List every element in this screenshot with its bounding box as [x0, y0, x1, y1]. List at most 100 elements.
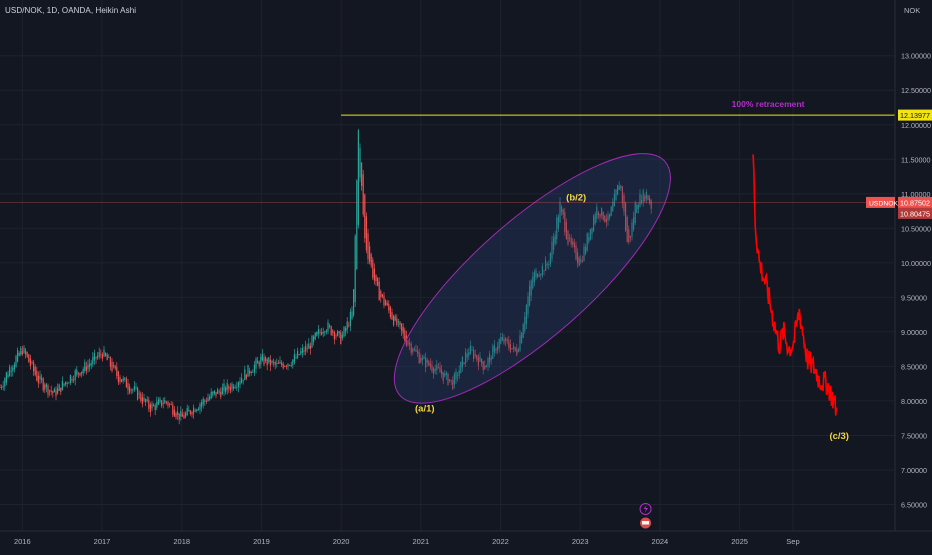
- candle-body: [511, 347, 513, 349]
- candle-body: [476, 355, 478, 360]
- candle-body: [220, 391, 222, 397]
- candle-body: [186, 407, 188, 416]
- candle-body: [532, 276, 534, 288]
- candle-body: [317, 329, 319, 335]
- candle-body: [253, 364, 255, 373]
- candle-body: [597, 212, 599, 216]
- candle-body: [425, 357, 427, 368]
- candle-body: [581, 260, 583, 262]
- candle-body: [412, 348, 414, 353]
- candle-body: [618, 186, 620, 190]
- candle-body: [594, 213, 596, 224]
- candle-body: [373, 268, 375, 281]
- candle-body: [247, 364, 249, 377]
- time-tick-label: 2023: [572, 537, 589, 546]
- candle-body: [21, 351, 23, 355]
- candle-body: [53, 388, 55, 393]
- candle-body: [567, 230, 569, 245]
- candle-body: [556, 217, 558, 240]
- time-axis[interactable]: 2016 2017 2018 2019 2020 2021 2022 2023 2024 2025…: [0, 530, 932, 550]
- candle-body: [500, 337, 502, 344]
- candle-body: [589, 228, 591, 240]
- candle-body: [538, 275, 540, 277]
- candle-body: [269, 359, 271, 366]
- candle-body: [149, 404, 151, 413]
- candle-body: [609, 213, 611, 218]
- candle-body: [621, 186, 623, 204]
- candle-body: [132, 389, 134, 391]
- candle-body: [562, 209, 564, 216]
- price-axis[interactable]: NOK 13.00000 12.50000 12.00000 11.50000 11.00…: [866, 0, 932, 550]
- candle-body: [68, 382, 70, 384]
- candle-body: [293, 354, 295, 363]
- candle-body: [74, 370, 76, 381]
- candle-body: [349, 311, 351, 326]
- candle-body: [457, 375, 459, 377]
- candle-body: [569, 237, 571, 239]
- candle-body: [553, 237, 555, 250]
- candle-body: [29, 358, 31, 366]
- candle-body: [45, 384, 47, 388]
- candle-body: [295, 357, 297, 359]
- candle-body: [292, 359, 294, 366]
- candle-body: [202, 398, 204, 405]
- candle-body: [17, 349, 19, 362]
- candle-body: [381, 294, 383, 297]
- candle-body: [631, 222, 633, 237]
- candle-body: [34, 366, 36, 375]
- candle-body: [572, 241, 574, 245]
- candle-body: [81, 371, 83, 375]
- candle-body: [596, 206, 598, 219]
- candle-body: [549, 252, 551, 265]
- candle-body: [28, 354, 30, 363]
- candle-body: [551, 241, 553, 259]
- candle-body: [645, 191, 647, 199]
- candle-body: [601, 208, 603, 216]
- candle-body: [481, 358, 483, 364]
- candle-body: [423, 356, 425, 359]
- candle-body: [335, 335, 337, 337]
- candle-body: [7, 374, 9, 378]
- candle-body: [485, 365, 487, 368]
- price-tick-label: 8.50000: [901, 362, 927, 371]
- candle-body: [308, 343, 310, 349]
- candle-body: [316, 332, 318, 336]
- candle-body: [402, 327, 404, 334]
- candle-body: [329, 325, 331, 327]
- candle-body: [101, 354, 103, 359]
- candle-body: [268, 357, 270, 363]
- candle-body: [613, 193, 615, 207]
- candle-body: [362, 174, 364, 215]
- candle-body: [340, 332, 342, 344]
- candle-body: [521, 332, 523, 343]
- drawings[interactable]: 100% retracement (a/1) (b/2) (c/3): [0, 99, 895, 529]
- candle-body: [575, 245, 577, 260]
- candle-body: [548, 264, 550, 266]
- flash-icon[interactable]: [639, 503, 652, 515]
- candle-body: [108, 357, 110, 358]
- candle-body: [71, 378, 73, 381]
- candle-body: [210, 392, 212, 399]
- candle-body: [185, 413, 187, 417]
- candle-body: [133, 386, 135, 390]
- candle-body: [170, 404, 172, 405]
- candle-body: [458, 370, 460, 376]
- candle-body: [124, 377, 126, 380]
- candle-body: [625, 203, 627, 231]
- candle-body: [2, 385, 4, 388]
- candle-body: [130, 389, 132, 391]
- candle-body: [301, 348, 303, 353]
- wave-ellipse[interactable]: [361, 118, 703, 439]
- candle-body: [25, 350, 27, 355]
- candle-body: [639, 193, 641, 207]
- candle-body: [162, 403, 164, 404]
- candle-body: [313, 336, 315, 342]
- time-tick-label: 2016: [14, 537, 31, 546]
- candle-body: [327, 322, 329, 332]
- candle-body: [505, 338, 507, 342]
- candle-body: [180, 411, 182, 417]
- candle-body: [55, 390, 57, 397]
